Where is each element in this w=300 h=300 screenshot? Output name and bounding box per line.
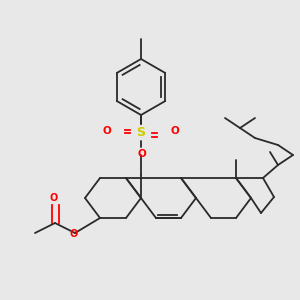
Text: O: O: [171, 126, 179, 136]
Text: O: O: [70, 229, 78, 239]
Text: O: O: [50, 193, 58, 203]
Text: O: O: [103, 126, 111, 136]
Text: O: O: [138, 149, 146, 159]
Text: S: S: [136, 127, 146, 140]
